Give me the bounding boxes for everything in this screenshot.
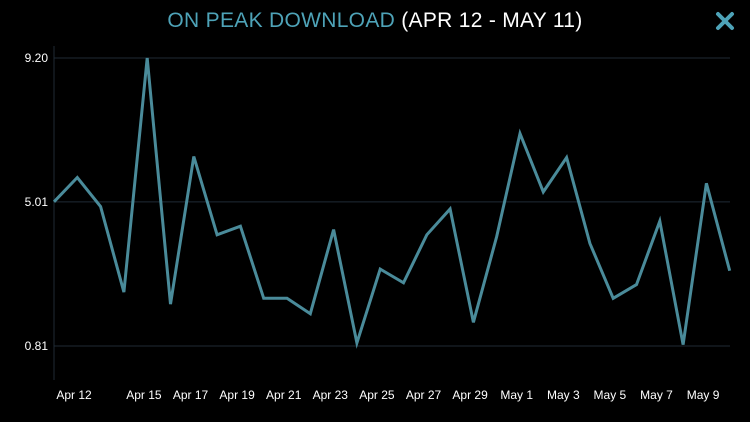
close-x-icon[interactable] (714, 10, 736, 32)
x-tick-label: Apr 19 (219, 388, 255, 402)
grid-lines (53, 46, 730, 380)
series-line (52, 57, 732, 349)
title-main: ON PEAK DOWNLOAD (167, 9, 396, 32)
x-tick-label: May 3 (547, 388, 580, 402)
x-tick-label: Apr 27 (406, 388, 442, 402)
y-tick-label: 9.20 (25, 51, 49, 65)
x-tick-label: May 7 (640, 388, 673, 402)
y-tick-label: 5.01 (25, 195, 49, 209)
x-tick-label: Apr 29 (452, 388, 488, 402)
x-tick-label: Apr 15 (126, 388, 162, 402)
x-axis-ticks: Apr 12 Apr 15 Apr 17 Apr 19 Apr 21 Apr 23 Apr … (56, 388, 719, 402)
x-tick-label: Apr 21 (266, 388, 302, 402)
y-tick-label: 0.81 (25, 339, 49, 353)
x-tick-label: Apr 12 (56, 388, 92, 402)
x-tick-label: May 1 (500, 388, 533, 402)
x-tick-label: Apr 25 (359, 388, 395, 402)
x-tick-label: Apr 17 (173, 388, 209, 402)
y-axis-ticks: 9.20 5.01 0.81 (25, 51, 49, 353)
x-tick-label: May 5 (594, 388, 627, 402)
title-range: (APR 12 - MAY 11) (401, 9, 583, 32)
x-tick-label: Apr 23 (313, 388, 349, 402)
x-tick-label: May 9 (687, 388, 720, 402)
page-title: ON PEAK DOWNLOAD (APR 12 - MAY 11) (0, 9, 750, 33)
